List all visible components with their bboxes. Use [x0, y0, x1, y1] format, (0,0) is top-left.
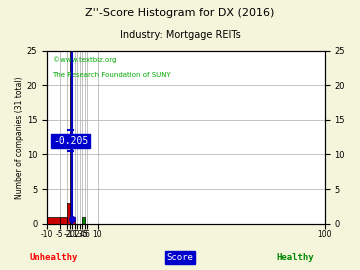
- Text: Score: Score: [167, 253, 193, 262]
- Bar: [82, 217, 85, 224]
- Text: ©www.textbiz.org: ©www.textbiz.org: [53, 56, 116, 63]
- Bar: [70, 51, 72, 224]
- Text: Healthy: Healthy: [276, 253, 314, 262]
- Bar: [47, 217, 60, 224]
- Text: Z''-Score Histogram for DX (2016): Z''-Score Histogram for DX (2016): [85, 8, 275, 18]
- Text: Unhealthy: Unhealthy: [30, 253, 78, 262]
- Text: The Research Foundation of SUNY: The Research Foundation of SUNY: [53, 72, 171, 77]
- Bar: [72, 217, 75, 224]
- Text: Industry: Mortgage REITs: Industry: Mortgage REITs: [120, 30, 240, 40]
- Bar: [60, 217, 67, 224]
- Bar: [67, 203, 70, 224]
- Y-axis label: Number of companies (31 total): Number of companies (31 total): [15, 76, 24, 198]
- Text: -0.205: -0.205: [53, 136, 88, 146]
